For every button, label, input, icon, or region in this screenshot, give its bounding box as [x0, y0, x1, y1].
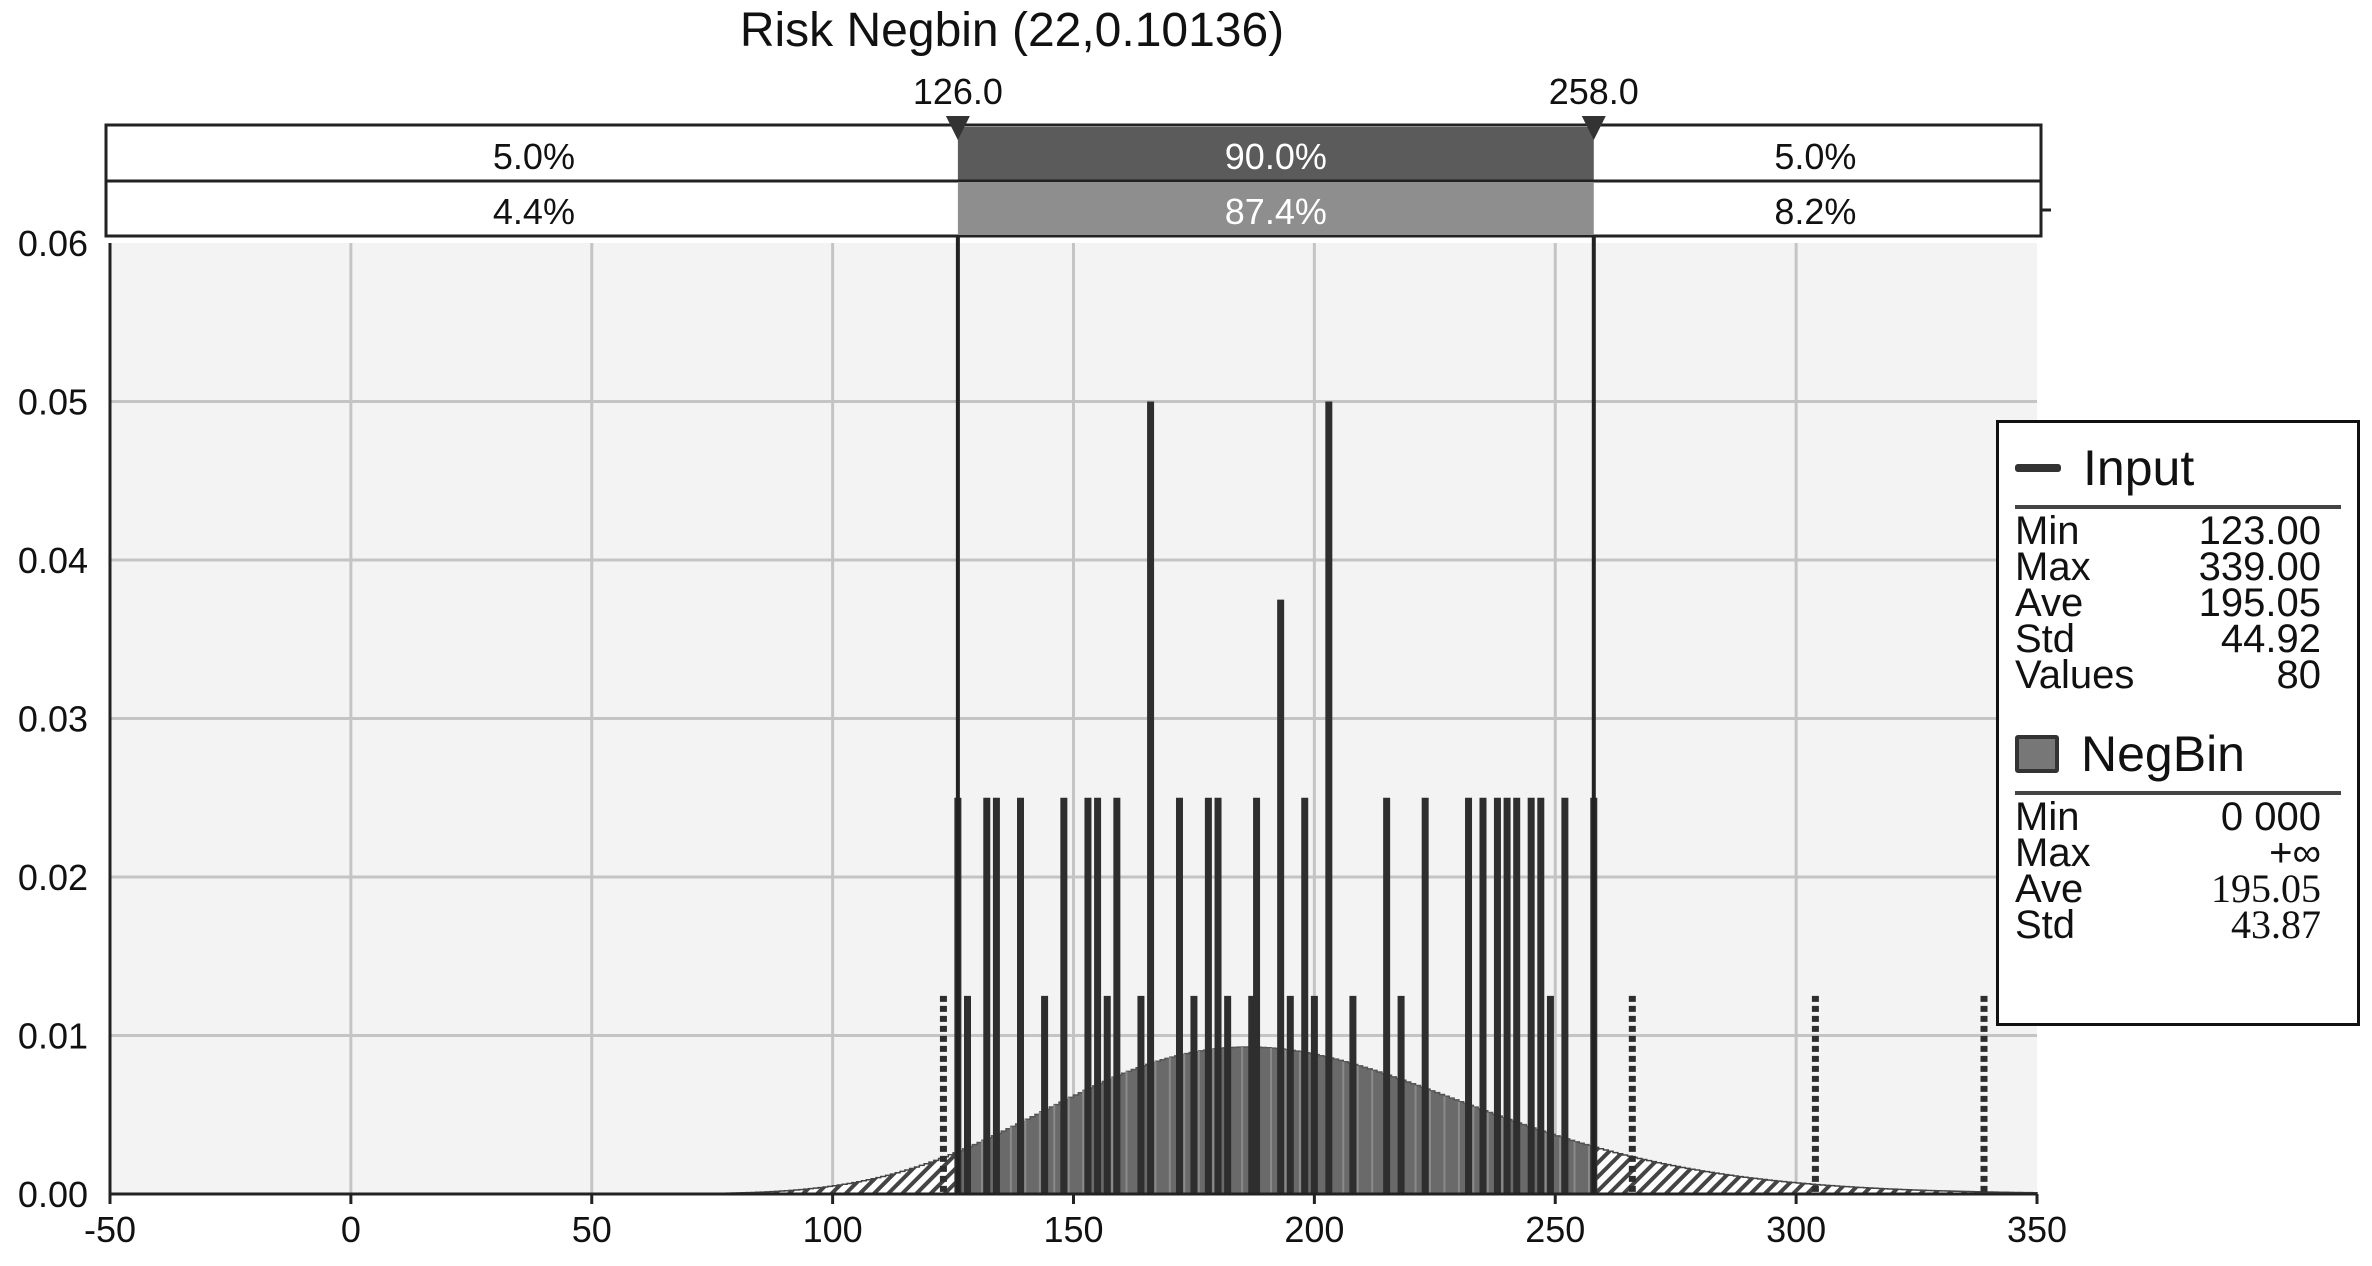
band-middle-input [957, 183, 1594, 235]
x-tick-label: 300 [1766, 1209, 1826, 1250]
percentile-bands: 5.0% 90.0% 5.0% 4.4% 87.4% 8.2% 126.0 258.0 [104, 71, 2051, 1194]
delimiter-marker-icon [1581, 116, 1606, 140]
stat-value: 339.00 [2198, 545, 2321, 589]
y-tick-label: 0.02 [18, 857, 88, 898]
y-tick-label: 0.06 [18, 223, 88, 264]
band-label-fitted: 5.0% [493, 136, 575, 177]
y-tick-label: 0.03 [18, 699, 88, 740]
delimiter-marker-icon [945, 116, 970, 140]
y-tick-label: 0.04 [18, 540, 88, 581]
gridlines [110, 243, 2037, 1194]
delimiter-label-right: 258.0 [1549, 71, 1639, 112]
legend: Input Min 123.00 Max 339.00 Ave 195.05 Std 4… [1996, 420, 2360, 1026]
negbin-fill-swatch-icon [2015, 735, 2059, 773]
legend-input-row: Max 339.00 [2015, 545, 2341, 589]
stat-label: Max [2015, 831, 2091, 875]
legend-negbin-row: Ave 195.05 [2015, 866, 2341, 911]
stat-label: Std [2015, 903, 2076, 947]
legend-input-row: Min 123.00 [2015, 509, 2341, 553]
stat-label: Min [2015, 795, 2080, 839]
band-label-input: 8.2% [1774, 191, 1856, 232]
legend-negbin-row: Max +∞ [2015, 831, 2341, 875]
legend-negbin-header: NegBin [2015, 723, 2341, 785]
stat-value: 80 [2276, 653, 2322, 697]
band-label-fitted: 5.0% [1774, 136, 1856, 177]
x-tick-label: -50 [84, 1209, 136, 1250]
legend-negbin-row: Min 0 000 [2015, 795, 2341, 839]
delimiter-label-left: 126.0 [913, 71, 1003, 112]
band-middle-fitted [957, 127, 1594, 180]
x-tick-label: 150 [1043, 1209, 1103, 1250]
input-line-swatch-icon [2015, 464, 2061, 472]
chart-title: Risk Negbin (22,0.10136) [740, 4, 1284, 57]
stat-value: 195.05 [2198, 581, 2321, 625]
stat-value: 44.92 [2220, 617, 2321, 661]
x-tick-label: 100 [803, 1209, 863, 1250]
stat-label: Ave [2015, 867, 2084, 911]
x-tick-label: 200 [1284, 1209, 1344, 1250]
legend-negbin-row: Std 43.87 [2015, 902, 2341, 947]
stat-label: Std [2015, 617, 2076, 661]
y-tick-label: 0.01 [18, 1016, 88, 1057]
stat-value: 123.00 [2198, 509, 2321, 553]
x-tick-label: 0 [341, 1209, 361, 1250]
stat-label: Max [2015, 545, 2091, 589]
x-tick-label: 350 [2007, 1209, 2067, 1250]
legend-divider [2015, 505, 2341, 509]
axes: -50 0 50 100 150 200 250 300 350 0.00 0.01 0.02 0.03… [18, 223, 2067, 1250]
band-label-fitted: 90.0% [1225, 136, 1327, 177]
y-tick-label: 0.00 [18, 1174, 88, 1215]
stat-label: Ave [2015, 581, 2084, 625]
stat-value: 43.87 [2231, 902, 2321, 947]
x-tick-label: 250 [1525, 1209, 1585, 1250]
legend-divider [2015, 791, 2341, 795]
y-tick-label: 0.05 [18, 382, 88, 423]
band-label-input: 4.4% [493, 191, 575, 232]
x-tick-label: 50 [572, 1209, 612, 1250]
stat-label: Values [2015, 653, 2135, 697]
negbin-right-tail [1593, 1146, 2038, 1195]
legend-input-row: Std 44.92 [2015, 617, 2341, 661]
legend-input-row: Values 80 [2015, 653, 2341, 697]
legend-input-title: Input [2083, 440, 2195, 496]
stat-value: 0 000 [2220, 795, 2321, 839]
legend-input-row: Ave 195.05 [2015, 581, 2341, 625]
stat-value: 195.05 [2211, 866, 2321, 911]
band-label-input: 87.4% [1225, 191, 1327, 232]
legend-negbin-title: NegBin [2081, 726, 2245, 782]
legend-input-header: Input [2015, 437, 2341, 499]
stat-value: +∞ [2269, 831, 2321, 875]
stat-label: Min [2015, 509, 2080, 553]
